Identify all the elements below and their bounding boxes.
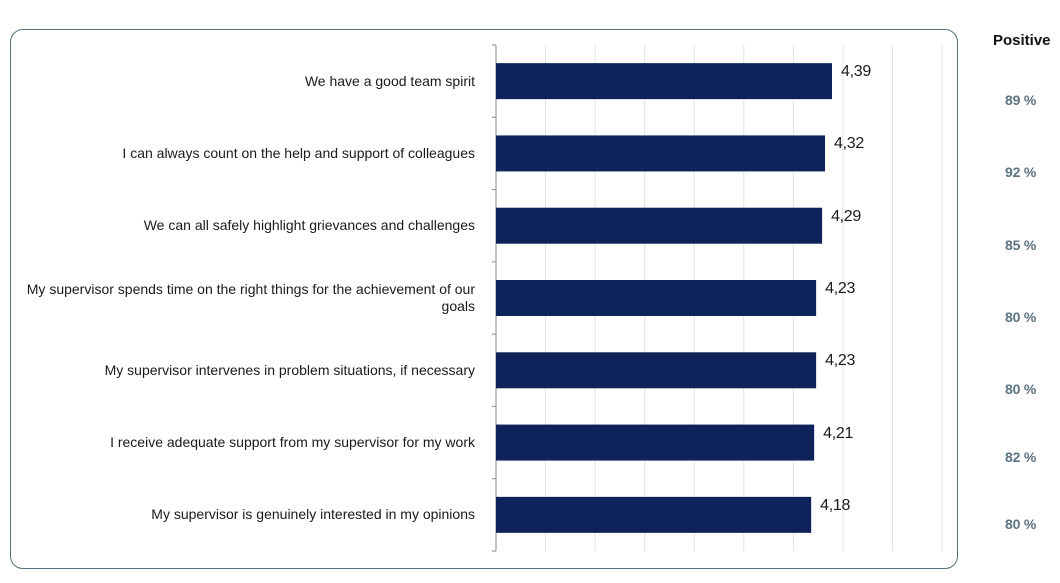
value-label: 4,18: [820, 496, 851, 514]
positive-value: 80 %: [1005, 309, 1037, 325]
category-label: My supervisor spends time on the right t…: [26, 281, 475, 314]
positive-value: 82 %: [1005, 448, 1037, 465]
chart-frame: [10, 29, 958, 569]
positive-value: 85 %: [1005, 236, 1037, 253]
bar: [496, 496, 812, 533]
positive-value: 89 %: [1005, 92, 1037, 109]
bar: [496, 280, 817, 316]
category-label: My supervisor intervenes in problem situ…: [104, 361, 475, 378]
value-label: 4,29: [831, 207, 862, 225]
bar: [496, 352, 817, 389]
positive-value: 80 %: [1005, 381, 1037, 398]
positive-value: 80 %: [1005, 515, 1037, 532]
bar: [496, 424, 815, 461]
category-label: I can always count on the help and suppo…: [122, 144, 475, 161]
category-label: We can all safely highlight grievances a…: [143, 217, 475, 234]
positive-value: 92 %: [1005, 164, 1037, 181]
category-label: I receive adequate support from my super…: [110, 434, 475, 451]
bar: [496, 63, 832, 100]
value-label: 4,23: [825, 280, 856, 297]
value-label: 4,39: [840, 63, 871, 81]
positive-column-header: Positive: [993, 32, 1051, 49]
category-label: We have a good team spirit: [304, 72, 475, 89]
value-label: 4,32: [834, 135, 864, 153]
value-label: 4,23: [825, 352, 856, 370]
bar: [496, 135, 826, 172]
bar: [496, 207, 823, 244]
value-label: 4,21: [823, 424, 854, 442]
category-label: My supervisor is genuinely interested in…: [151, 506, 475, 523]
